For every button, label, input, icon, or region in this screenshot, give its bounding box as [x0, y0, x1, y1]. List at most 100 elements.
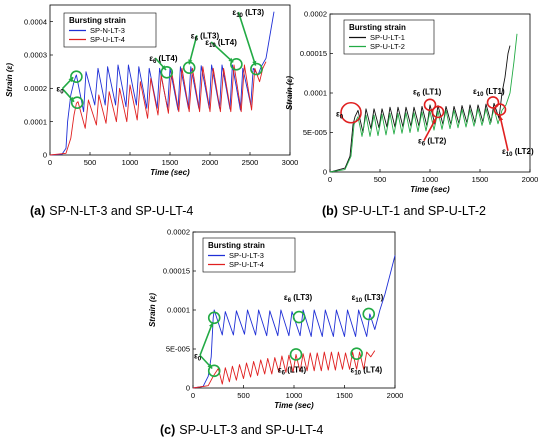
x-tick-label: 0 — [48, 158, 52, 167]
legend-entry: SP-U-LT-4 — [90, 35, 125, 44]
marker-circle — [289, 348, 303, 361]
marker-circle — [207, 311, 221, 325]
marker-circle — [431, 105, 445, 119]
y-tick-label: 0.0002 — [167, 228, 190, 237]
legend-title: Bursting strain — [208, 241, 265, 250]
annotation-arrow — [237, 11, 257, 66]
annotation-subscript: 0 — [60, 90, 64, 96]
legend-title: Bursting strain — [349, 23, 406, 32]
annotation-label: ε6 (LT4) — [149, 54, 178, 65]
x-tick-label: 2000 — [522, 175, 539, 184]
annotation-label: ε6 (LT4) — [278, 365, 307, 376]
annotation-epsilon: ε — [278, 365, 282, 374]
marker-circle — [292, 310, 306, 324]
caption-c-letter: (c) — [160, 423, 175, 437]
x-axis-label: Time (sec) — [150, 168, 190, 177]
annotation-epsilon: ε — [473, 87, 477, 96]
annotation-epsilon: ε — [352, 293, 356, 302]
y-tick-label: 0 — [43, 151, 47, 160]
x-tick-label: 0 — [191, 391, 195, 400]
marker-circle — [493, 103, 507, 116]
annotation-epsilon: ε — [149, 54, 153, 63]
series-line-c-2 — [192, 350, 376, 389]
annotation-subscript: 6 — [153, 59, 157, 65]
series-line-c-1 — [192, 255, 396, 389]
x-tick-label: 1500 — [336, 391, 353, 400]
annotation-label: ε0 — [194, 351, 202, 362]
y-tick-label: 5E-005 — [166, 345, 190, 354]
chart-panel-a: 0 500 1000 1500 2000 2500 3000 0 0.0001 0.0002 0.0… — [5, 4, 298, 177]
annotation-epsilon: ε — [232, 8, 236, 17]
y-tick-label: 0 — [323, 168, 327, 177]
x-tick-label: 1000 — [422, 175, 439, 184]
annotation-suffix: (LT1) — [420, 88, 442, 97]
annotation-label: ε6 (LT3) — [191, 31, 220, 42]
annotation-epsilon: ε — [351, 365, 355, 374]
y-tick-label: 0 — [186, 384, 190, 393]
caption-a-text: SP-N-LT-3 and SP-U-LT-4 — [49, 204, 193, 218]
annotation-suffix: (LT2) — [512, 147, 534, 156]
annotation-label: ε6 (LT2) — [418, 137, 447, 148]
series-line-b-2 — [329, 33, 518, 173]
legend-entry: SP-U-LT-1 — [370, 33, 405, 42]
legend-entry: SP-U-LT-2 — [370, 42, 405, 51]
y-tick-label: 0.0002 — [24, 84, 47, 93]
x-tick-label: 1500 — [162, 158, 179, 167]
annotation-subscript: 10 — [209, 43, 216, 49]
annotation-epsilon: ε — [284, 293, 288, 302]
annotation-arrow — [499, 115, 509, 152]
y-axis-label: Strain (ε) — [5, 63, 14, 97]
annotation-label: ε6 (LT3) — [284, 293, 313, 304]
annotation-label: ε10 (LT2) — [502, 147, 534, 158]
x-tick-label: 2000 — [202, 158, 219, 167]
annotation-arrow — [199, 322, 214, 356]
annotation-label: ε10 (LT4) — [205, 38, 237, 49]
annotation-arrowhead — [432, 118, 436, 124]
annotation-subscript: 6 — [282, 370, 286, 376]
annotation-subscript: 6 — [195, 36, 199, 42]
y-axis-label: Strain (ε) — [148, 293, 157, 327]
x-tick-label: 500 — [84, 158, 97, 167]
y-tick-label: 0.0004 — [24, 17, 47, 26]
annotation-suffix: (LT2) — [425, 137, 447, 146]
chart-panel-b: 0 500 1000 1500 2000 0 5E-005 0.0001 0.00015 0.00… — [285, 10, 538, 194]
marker-circle — [160, 66, 174, 79]
annotation-label: ε0 — [336, 110, 344, 121]
annotation-suffix: (LT4) — [285, 365, 307, 374]
annotation-epsilon: ε — [205, 38, 209, 47]
legend-entry: SP-N-LT-3 — [90, 26, 125, 35]
x-axis-label: Time (sec) — [274, 401, 314, 410]
x-tick-label: 2000 — [387, 391, 404, 400]
annotation-label: ε10 (LT3) — [352, 293, 384, 304]
annotation-suffix: (LT3) — [243, 8, 265, 17]
annotation-label: ε10 (LT3) — [232, 8, 264, 19]
y-tick-label: 0.0001 — [304, 89, 327, 98]
marker-circle — [70, 96, 84, 109]
annotation-arrowhead — [207, 363, 213, 369]
caption-b-text: SP-U-LT-1 and SP-U-LT-2 — [342, 204, 486, 218]
marker-circle — [350, 347, 363, 360]
marker-circle — [250, 62, 263, 76]
annotation-subscript: 10 — [236, 13, 243, 19]
annotation-epsilon: ε — [336, 110, 340, 119]
x-tick-label: 1000 — [286, 391, 303, 400]
annotation-subscript: 10 — [355, 298, 362, 304]
marker-circle — [230, 58, 243, 71]
annotation-suffix: (LT1) — [483, 87, 505, 96]
annotation-label: ε0 — [56, 85, 64, 96]
annotation-label: ε10 (LT1) — [473, 87, 505, 98]
annotation-subscript: 6 — [422, 142, 426, 148]
annotation-label: ε6 (LT1) — [413, 88, 442, 99]
caption-a: (a) SP-N-LT-3 and SP-U-LT-4 — [30, 204, 193, 218]
annotation-arrow — [210, 41, 234, 63]
annotation-suffix: (LT4) — [361, 365, 383, 374]
annotation-arrowhead — [161, 65, 166, 70]
legend-entry: SP-U-LT-3 — [229, 251, 264, 260]
y-tick-label: 0.0003 — [24, 51, 47, 60]
marker-circle — [207, 364, 221, 378]
y-tick-label: 5E-005 — [303, 128, 327, 137]
marker-circle — [486, 96, 500, 109]
caption-a-letter: (a) — [30, 204, 45, 218]
x-tick-label: 0 — [328, 175, 332, 184]
